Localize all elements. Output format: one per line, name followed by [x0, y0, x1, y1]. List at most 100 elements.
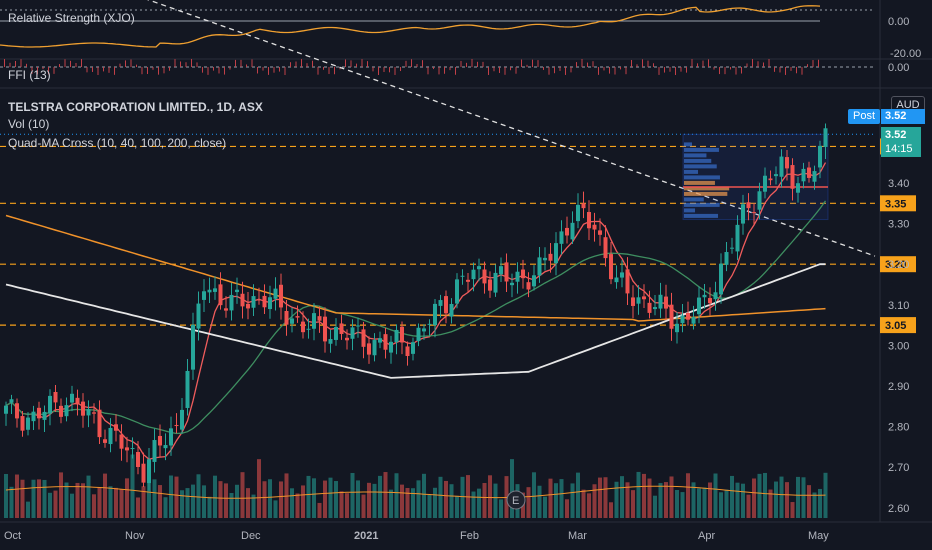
volume-bar	[576, 472, 580, 518]
volume-bar	[345, 493, 349, 518]
ffi-bar	[229, 67, 231, 70]
post-price: 3.52	[885, 110, 907, 122]
candle-body	[174, 425, 179, 427]
candle-body	[790, 165, 795, 189]
candle-body	[774, 174, 778, 177]
volume-bar	[543, 496, 547, 518]
ffi-bar	[510, 67, 511, 71]
ma100-line	[5, 214, 826, 322]
ffi-legend[interactable]: FFI (13)	[8, 68, 51, 82]
ffi-bar	[213, 67, 214, 71]
volume-bar	[763, 472, 767, 518]
main-legend[interactable]: TELSTRA CORPORATION LIMITED., 1D, ASX	[8, 100, 263, 114]
volume-bar	[658, 483, 663, 518]
volume-bar	[31, 479, 36, 518]
volume-bar	[548, 478, 553, 518]
x-tick-label: Oct	[4, 530, 21, 542]
candle-body	[169, 428, 173, 446]
volume-profile-row	[684, 158, 712, 163]
candle-body	[438, 300, 443, 306]
ffi-bar	[130, 59, 132, 67]
ffi-bar	[708, 59, 709, 67]
ffi-bar	[136, 64, 137, 67]
ffi-bar	[372, 67, 374, 72]
volume-bar	[37, 479, 41, 518]
ffi-bar	[152, 67, 154, 70]
volume-bar	[812, 492, 817, 518]
volume-bar	[70, 493, 74, 518]
ffi-bar	[466, 62, 467, 67]
candle-body	[9, 399, 14, 403]
candle-body	[565, 227, 569, 236]
ffi-bar	[92, 67, 93, 72]
volume-bar	[400, 484, 404, 518]
ffi-bar	[647, 60, 649, 67]
candle-body	[26, 417, 30, 430]
time-axis: Oct Nov Dec 2021 Feb Mar Apr May	[0, 521, 932, 542]
candle-body	[526, 282, 531, 290]
ffi-bar	[482, 61, 484, 67]
candle-body	[466, 279, 470, 282]
rs-line	[0, 5, 821, 48]
y-tick-label: 3.30	[888, 219, 909, 231]
candle-body	[103, 439, 107, 443]
candle-body	[752, 212, 756, 214]
ffi-bar	[141, 67, 143, 75]
volume-bars: E	[4, 454, 828, 518]
ffi-bar	[240, 59, 242, 67]
candle-body	[702, 294, 707, 298]
ffi-bar	[350, 60, 352, 67]
volume-bar	[642, 473, 646, 518]
x-tick-label: Feb	[460, 530, 479, 542]
volume-bar	[53, 490, 58, 518]
ffi-bar	[499, 67, 500, 73]
ffi-bar	[636, 64, 638, 67]
volume-bar	[416, 480, 421, 518]
ffi-bar	[108, 67, 110, 73]
ffi-bar	[4, 59, 5, 67]
candle-body	[807, 167, 811, 178]
volume-bar	[477, 488, 481, 518]
ffi-bar	[345, 59, 346, 67]
candle-body	[372, 340, 377, 356]
volume-profile-row	[684, 191, 728, 196]
candle-body	[554, 243, 558, 264]
candle-body	[185, 370, 190, 408]
ffi-bar	[191, 59, 192, 67]
ffi-bar	[768, 59, 770, 67]
candle-body	[697, 297, 701, 315]
vol-legend[interactable]: Vol (10)	[8, 117, 49, 131]
ma-legend[interactable]: Quad-MA Cross (10, 40, 100, 200, close)	[8, 136, 226, 150]
volume-bar	[367, 482, 371, 518]
candle-body	[647, 302, 652, 313]
volume-bar	[757, 473, 762, 518]
volume-bar	[680, 492, 685, 518]
candle-body	[367, 343, 371, 355]
candle-body	[488, 279, 492, 291]
volume-bar	[614, 481, 619, 518]
volume-bar	[130, 454, 135, 518]
volume-profile-row	[684, 164, 717, 169]
candle-body	[114, 424, 118, 431]
last-price-tag: 3.52 14:15	[881, 127, 921, 157]
candle-body	[422, 328, 426, 332]
ffi-bar	[664, 67, 665, 73]
volume-bar	[796, 476, 800, 518]
candle-body	[592, 224, 597, 230]
volume-bar	[141, 486, 146, 518]
ffi-bar	[114, 67, 115, 75]
ffi-bar	[378, 67, 379, 75]
candle-body	[42, 411, 47, 420]
volume-bar	[625, 482, 630, 518]
candle-body	[631, 297, 635, 306]
ffi-bar	[598, 67, 599, 75]
ffi-bar	[592, 61, 594, 67]
candle-body	[730, 247, 734, 249]
ffi-bar	[59, 64, 60, 67]
volume-bar	[620, 476, 624, 518]
candle-body	[246, 303, 250, 309]
ffi-bar	[224, 67, 225, 75]
rs-legend[interactable]: Relative Strength (XJO)	[8, 11, 135, 25]
volume-bar	[598, 477, 602, 518]
